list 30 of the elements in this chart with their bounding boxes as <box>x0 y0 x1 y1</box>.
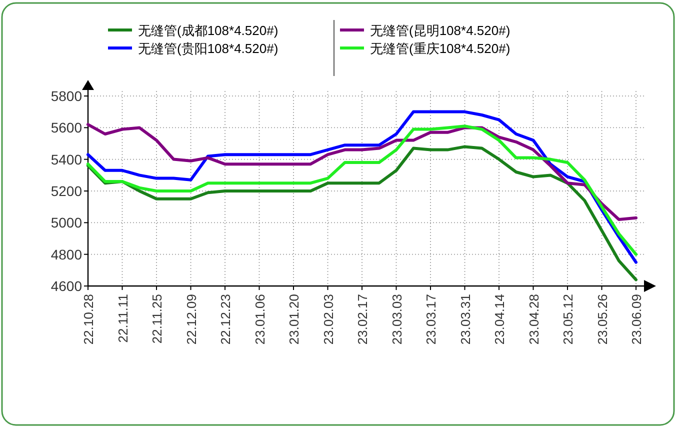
y-tick-label: 5600 <box>50 120 82 136</box>
legend-label: 无缝管(贵阳108*4.520#) <box>138 41 278 56</box>
y-tick-label: 4800 <box>50 246 82 262</box>
x-tick-label: 22.10.28 <box>81 294 96 345</box>
x-tick-label: 23.03.17 <box>424 294 438 345</box>
x-tick-label: 23.05.26 <box>594 294 610 345</box>
legend-label: 无缝管(重庆108*4.520#) <box>370 41 510 56</box>
x-tick-label: 23.01.06 <box>252 294 268 345</box>
y-tick-label: 5400 <box>50 151 82 168</box>
y-tick-label: 5000 <box>50 214 82 231</box>
x-tick-label: 22.11.25 <box>150 294 164 344</box>
x-tick-label: 23.04.28 <box>526 294 542 345</box>
x-tick-label: 23.06.09 <box>629 294 644 345</box>
x-tick-label: 23.05.12 <box>560 294 576 345</box>
x-tick-label: 23.04.14 <box>492 294 507 345</box>
legend-label: 无缝管(成都108*4.520#) <box>138 23 278 38</box>
x-tick-label: 23.02.17 <box>355 294 370 345</box>
y-tick-label: 5800 <box>50 88 82 104</box>
x-tick-label: 22.11.11 <box>115 294 130 343</box>
line-series <box>86 145 638 282</box>
x-tick-label: 23.03.03 <box>389 294 404 345</box>
x-tick-label: 22.12.09 <box>184 294 199 345</box>
x-tick-label: 22.12.23 <box>218 294 233 345</box>
x-tick-label: 23.02.03 <box>320 294 336 345</box>
y-tick-label: 5200 <box>50 183 82 199</box>
legend-label: 无缝管(昆明108*4.520#) <box>370 23 510 38</box>
y-tick-label: 4600 <box>50 278 82 294</box>
x-tick-label: 23.03.31 <box>458 294 473 345</box>
line-series <box>86 123 638 221</box>
x-tick-label: 23.01.20 <box>286 294 302 345</box>
